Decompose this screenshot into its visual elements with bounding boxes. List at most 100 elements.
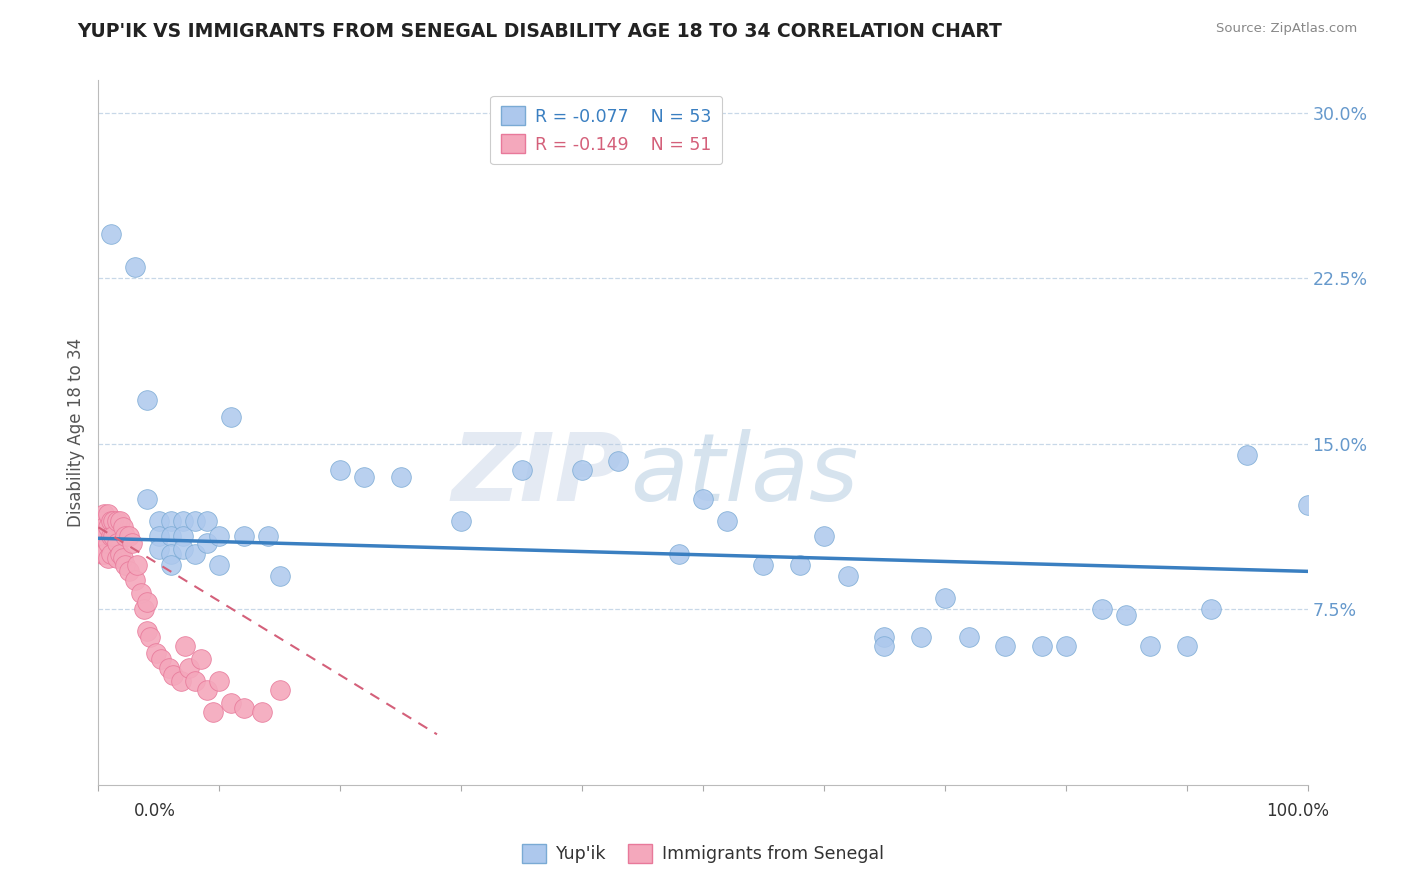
Point (607, 454, 630, 468)
Point (1115, 608, 1137, 623)
Point (148, 542, 170, 557)
Point (100, 227, 122, 242)
Point (571, 463, 593, 477)
Point (221, 697, 243, 711)
Point (145, 646, 167, 660)
Point (97, 520, 120, 534)
Point (184, 514, 207, 528)
Point (148, 514, 170, 528)
Point (97, 535, 120, 549)
Point (232, 701, 254, 715)
Point (114, 529, 136, 543)
Point (101, 514, 124, 528)
Text: YUP'IK VS IMMIGRANTS FROM SENEGAL DISABILITY AGE 18 TO 34 CORRELATION CHART: YUP'IK VS IMMIGRANTS FROM SENEGAL DISABI… (77, 22, 1002, 41)
Point (256, 529, 278, 543)
Point (101, 529, 124, 543)
Point (195, 683, 218, 698)
Y-axis label: Disability Age 18 to 34: Disability Age 18 to 34 (66, 338, 84, 527)
Point (135, 491, 157, 506)
Point (100, 514, 122, 528)
Point (160, 547, 183, 561)
Point (1296, 498, 1319, 512)
Point (93, 507, 115, 521)
Point (1236, 448, 1258, 462)
Text: 0.0%: 0.0% (134, 802, 176, 820)
Point (910, 631, 932, 645)
Point (135, 392, 157, 407)
Legend: Yup'ik, Immigrants from Senegal: Yup'ik, Immigrants from Senegal (515, 837, 891, 870)
Point (208, 529, 231, 543)
Point (250, 706, 273, 720)
Point (162, 668, 184, 682)
Point (108, 514, 131, 528)
Point (353, 469, 375, 483)
Point (91, 514, 114, 528)
Point (716, 514, 738, 528)
Point (172, 529, 194, 543)
Point (157, 661, 180, 675)
Point (1054, 639, 1077, 653)
Point (172, 514, 194, 528)
Point (1139, 639, 1161, 653)
Point (510, 463, 533, 477)
Point (105, 551, 128, 566)
Point (124, 573, 146, 587)
Point (160, 558, 183, 572)
Point (269, 568, 291, 582)
Point (873, 631, 896, 645)
Point (813, 529, 835, 543)
Point (91, 529, 114, 543)
Text: Source: ZipAtlas.com: Source: ZipAtlas.com (1216, 22, 1357, 36)
Point (111, 520, 134, 534)
Text: atlas: atlas (630, 429, 859, 520)
Point (100, 529, 122, 543)
Point (994, 639, 1017, 653)
Point (135, 624, 157, 638)
Point (1031, 639, 1053, 653)
Point (837, 568, 859, 582)
Point (208, 674, 231, 689)
Point (1175, 639, 1198, 653)
Point (1199, 602, 1222, 616)
Point (134, 602, 156, 616)
Point (105, 535, 128, 549)
Point (169, 674, 191, 689)
Point (97, 551, 120, 566)
Point (190, 652, 212, 666)
Point (232, 529, 254, 543)
Point (118, 565, 141, 579)
Point (148, 529, 170, 543)
Point (873, 639, 896, 653)
Point (179, 661, 201, 675)
Point (450, 514, 472, 528)
Point (100, 547, 122, 561)
Point (934, 591, 956, 605)
Point (97, 507, 120, 521)
Point (957, 631, 980, 645)
Point (269, 683, 291, 698)
Point (108, 547, 131, 561)
Point (692, 491, 714, 506)
Point (93, 547, 115, 561)
Point (329, 463, 352, 477)
Point (789, 558, 811, 572)
Legend: R = -0.077    N = 53, R = -0.149    N = 51: R = -0.077 N = 53, R = -0.149 N = 51 (491, 96, 723, 164)
Point (111, 551, 134, 566)
Point (752, 558, 775, 572)
Point (195, 535, 218, 549)
Point (160, 514, 183, 528)
Point (389, 469, 412, 483)
Point (93, 529, 115, 543)
Point (202, 706, 225, 720)
Point (139, 631, 162, 645)
Point (91, 547, 114, 561)
Point (135, 595, 157, 609)
Point (208, 558, 231, 572)
Point (1091, 602, 1114, 616)
Point (668, 547, 690, 561)
Point (172, 542, 194, 557)
Text: 100.0%: 100.0% (1265, 802, 1329, 820)
Point (127, 558, 149, 572)
Point (174, 639, 197, 653)
Text: ZIP: ZIP (451, 429, 624, 521)
